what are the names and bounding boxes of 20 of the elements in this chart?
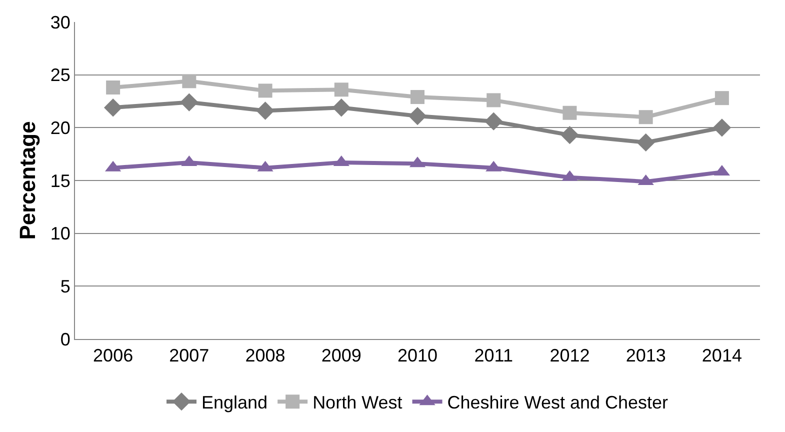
x-tick-label: 2010 xyxy=(397,346,438,366)
y-tick-label: 15 xyxy=(50,170,70,191)
x-tick-label: 2011 xyxy=(474,346,513,366)
x-tick-label: 2008 xyxy=(245,346,286,366)
y-tick-label: 10 xyxy=(50,224,70,244)
y-tick-label: 5 xyxy=(60,276,70,296)
x-tick-label: 2007 xyxy=(169,346,210,366)
x-tick-label: 2006 xyxy=(93,346,134,366)
legend-label: North West xyxy=(312,392,402,413)
y-tick-label: 25 xyxy=(50,65,70,86)
legend-label: England xyxy=(202,392,268,413)
y-tick-label: 30 xyxy=(50,12,70,32)
x-tick-label: 2009 xyxy=(321,346,362,366)
legend-label: Cheshire West and Chester xyxy=(447,392,668,413)
x-tick-label: 2014 xyxy=(702,346,742,366)
x-tick-label: 2012 xyxy=(550,346,590,366)
y-tick-label: 20 xyxy=(50,118,70,138)
y-tick-label: 0 xyxy=(60,329,70,350)
y-axis-title: Percentage xyxy=(15,121,40,240)
x-tick-label: 2013 xyxy=(626,346,666,366)
